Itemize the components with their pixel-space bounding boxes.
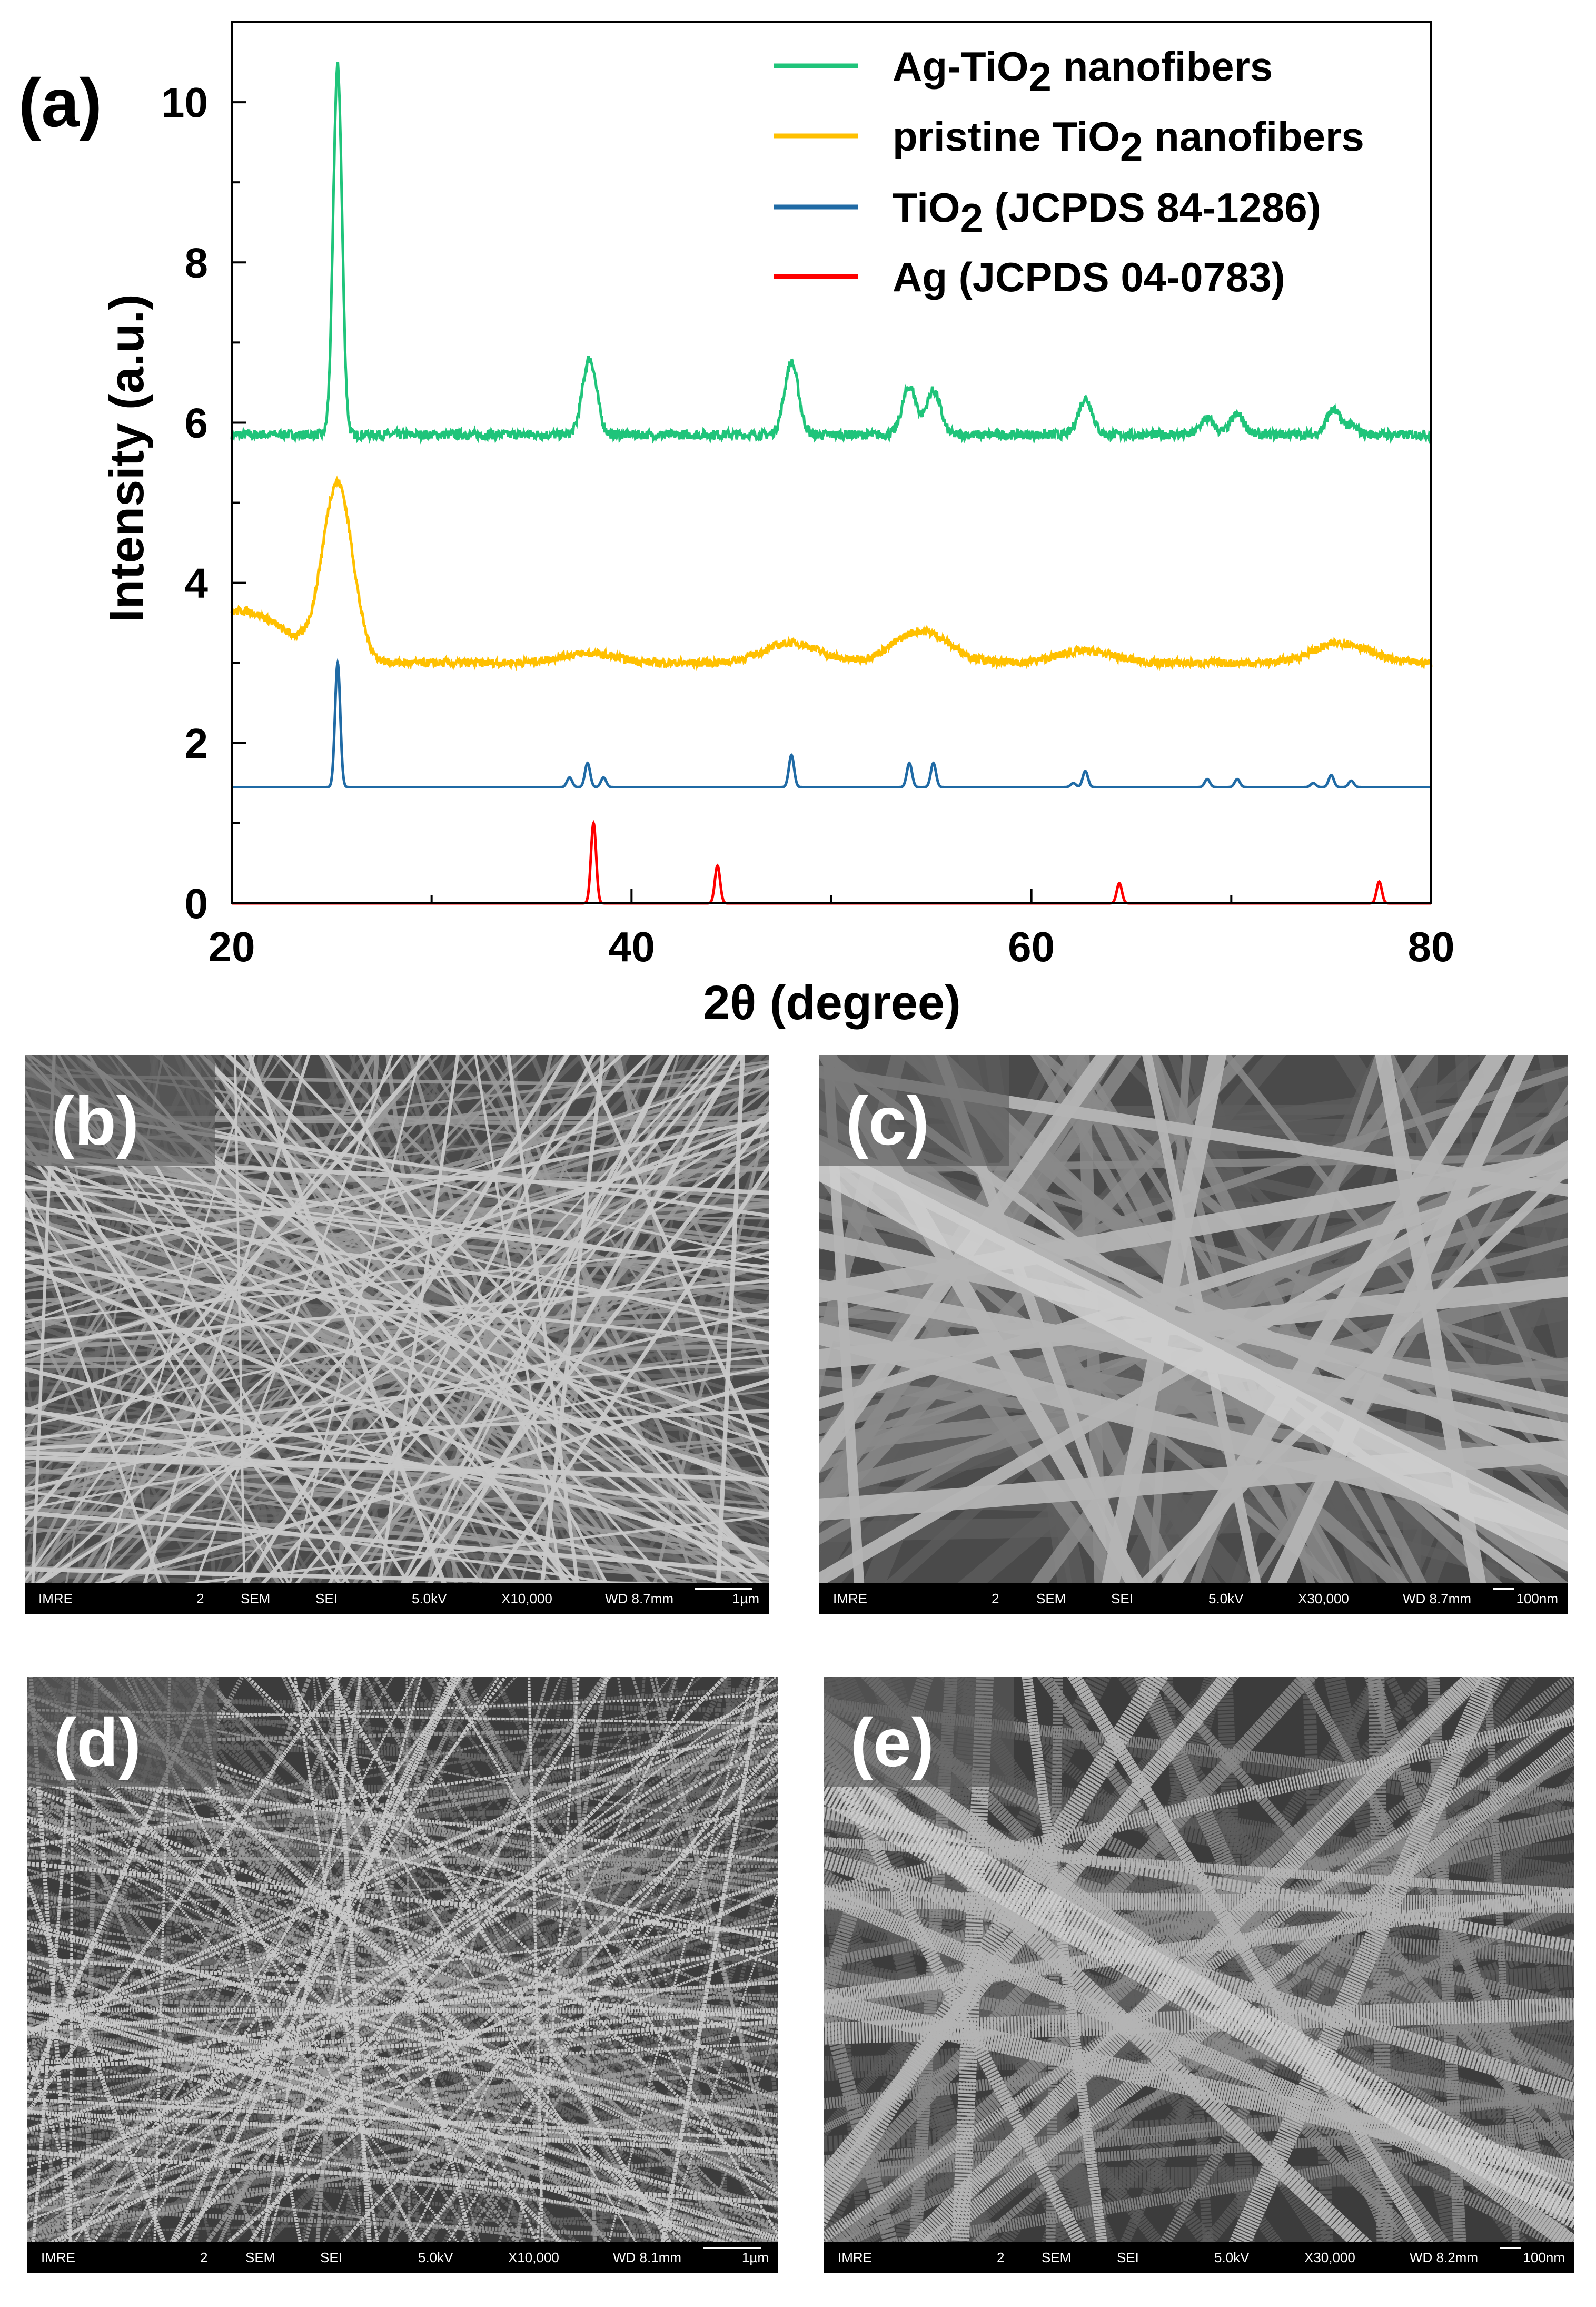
sem-info-kv: 5.0kV	[1208, 1590, 1244, 1606]
sem-info-mag: X10,000	[501, 1590, 552, 1606]
panel-label: (c)	[846, 1082, 929, 1159]
panel-label: (b)	[52, 1082, 139, 1159]
scale-bar-label: 100nm	[1523, 2249, 1565, 2265]
sem-info-kv: 5.0kV	[1214, 2249, 1250, 2265]
x-tick-label: 20	[209, 923, 255, 970]
sem-info-num: 2	[992, 1590, 999, 1606]
sem-info-mode: SEM	[245, 2249, 275, 2265]
panel-label: (e)	[850, 1704, 934, 1781]
sem-info-mag: X30,000	[1304, 2249, 1355, 2265]
panel-label-background	[25, 1055, 215, 1166]
sem-info-inst: IMRE	[38, 1590, 73, 1606]
sem-info-det: SEI	[1111, 1590, 1133, 1606]
panel-label: (d)	[54, 1704, 141, 1781]
sem-info-wd: WD 8.2mm	[1410, 2249, 1478, 2265]
x-axis-label: 2θ (degree)	[703, 976, 960, 1030]
legend-entry: pristine TiO2 nanofibers	[893, 113, 1364, 170]
sem-info-bar: IMRE 2 SEM SEI 5.0kV X30,000 WD 8.2mm 100nm	[824, 2242, 1574, 2273]
sem-info-mode: SEM	[241, 1590, 271, 1606]
sem-info-inst: IMRE	[833, 1590, 867, 1606]
sem-image-c: (c) IMRE 2 SEM SEI 5.0kV X30,000 WD 8.7mm 100nm	[819, 1055, 1568, 1614]
sem-info-num: 2	[200, 2249, 208, 2265]
sem-info-num: 2	[997, 2249, 1005, 2265]
sem-info-wd: WD 8.7mm	[1403, 1590, 1471, 1606]
sem-info-mode: SEM	[1036, 1590, 1066, 1606]
panel-label-background	[824, 1677, 1014, 1787]
scale-bar-label: 1µm	[741, 2249, 769, 2265]
sem-info-num: 2	[196, 1590, 204, 1606]
legend-entry: TiO2 (JCPDS 84-1286)	[893, 184, 1321, 241]
sem-info-wd: WD 8.1mm	[613, 2249, 681, 2265]
series-line-0	[230, 62, 1432, 445]
x-tick-label: 40	[608, 923, 655, 970]
y-tick-label: 0	[185, 880, 209, 927]
panel-label-a: (a)	[18, 64, 102, 141]
scale-bar-label: 1µm	[732, 1590, 759, 1606]
y-tick-label: 6	[185, 399, 209, 446]
xrd-chart: (a) 20 40 60 80 0 2 4 6 8 10 Ag-TiO2 nanofibers pr…	[18, 21, 1455, 1030]
y-axis-label: Intensity (a.u.)	[100, 294, 154, 623]
sem-info-kv: 5.0kV	[418, 2249, 453, 2265]
scale-bar	[703, 2247, 761, 2249]
x-tick-label: 60	[1008, 923, 1055, 970]
sem-info-inst: IMRE	[41, 2249, 75, 2265]
axes: 20 40 60 80 0 2 4 6 8 10	[161, 21, 1455, 970]
series-line-2	[232, 658, 1431, 788]
sem-info-bar: IMRE 2 SEM SEI 5.0kV X10,000 WD 8.7mm 1µm	[25, 1583, 769, 1614]
sem-image-e: (e) IMRE 2 SEM SEI 5.0kV X30,000 WD 8.2mm 100nm	[824, 1677, 1574, 2273]
sem-info-det: SEI	[1117, 2249, 1139, 2265]
sem-image-b: (b) IMRE 2 SEM SEI 5.0kV X10,000 WD 8.7mm 1µm	[25, 1055, 769, 1614]
panel-label-background	[27, 1677, 217, 1787]
legend: Ag-TiO2 nanofibers pristine TiO2 nanofibe…	[774, 43, 1364, 300]
sem-info-mag: X30,000	[1298, 1590, 1349, 1606]
sem-info-wd: WD 8.7mm	[605, 1590, 673, 1606]
scale-bar	[1493, 1588, 1514, 1590]
sem-info-bar: IMRE 2 SEM SEI 5.0kV X30,000 WD 8.7mm 100nm	[819, 1583, 1568, 1614]
legend-entry: Ag (JCPDS 04-0783)	[893, 254, 1285, 300]
sem-micrograph	[25, 1055, 769, 1583]
panel-label-background	[819, 1055, 1009, 1166]
y-tick-label: 10	[161, 79, 208, 126]
scale-bar	[1500, 2247, 1521, 2249]
sem-info-bar: IMRE 2 SEM SEI 5.0kV X10,000 WD 8.1mm 1µm	[27, 2242, 778, 2273]
sem-info-inst: IMRE	[838, 2249, 872, 2265]
scale-bar-label: 100nm	[1516, 1590, 1559, 1606]
sem-info-det: SEI	[315, 1590, 338, 1606]
sem-info-det: SEI	[320, 2249, 342, 2265]
sem-info-kv: 5.0kV	[412, 1590, 447, 1606]
sem-info-mag: X10,000	[508, 2249, 559, 2265]
y-tick-label: 2	[185, 720, 209, 767]
y-tick-label: 4	[185, 560, 209, 607]
y-tick-label: 8	[185, 239, 209, 286]
sem-image-d: (d) IMRE 2 SEM SEI 5.0kV X10,000 WD 8.1mm 1µm	[27, 1677, 778, 2273]
scale-bar	[695, 1588, 752, 1590]
sem-info-mode: SEM	[1042, 2249, 1072, 2265]
legend-entry: Ag-TiO2 nanofibers	[893, 43, 1273, 100]
x-tick-label: 80	[1408, 923, 1455, 970]
series-line-1	[230, 475, 1433, 672]
series-line-3	[232, 820, 1431, 905]
